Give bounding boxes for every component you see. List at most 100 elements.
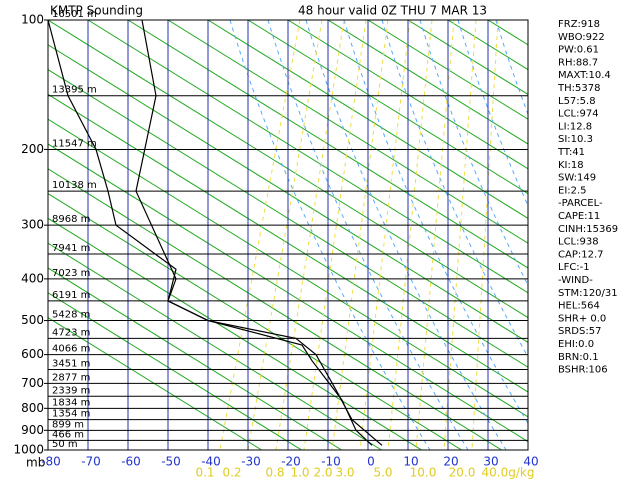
dry-adiabat [127, 20, 528, 269]
x-tick-label: -80 [41, 455, 61, 469]
index-text: SHR+ 0.0 [558, 313, 606, 324]
mixing-ratio-line [275, 20, 345, 450]
height-label: 11547 m [52, 138, 97, 149]
dry-adiabat [48, 118, 528, 418]
moist-adiabat [419, 20, 528, 287]
x-tick-label: 40 [523, 455, 538, 469]
mixing-ratio-label: 0.8 [265, 466, 284, 480]
index-text: BRN:0.1 [558, 352, 599, 363]
dry-adiabat [48, 44, 528, 343]
mixing-ratio-line [331, 20, 389, 450]
height-label: 10138 m [52, 180, 97, 191]
y-tick-label: 900 [21, 423, 44, 437]
mixing-ratio-label: 2.0 [313, 466, 332, 480]
height-label: 13395 m [52, 85, 97, 96]
y-tick-label: 600 [21, 347, 44, 361]
chart-subtitle: 48 hour valid 0Z THU 7 MAR 13 [298, 4, 487, 18]
index-text: EI:2.5 [558, 185, 587, 196]
index-text: LFC:-1 [558, 262, 590, 273]
index-text: RH:88.7 [558, 57, 598, 68]
index-text: -WIND- [558, 275, 593, 286]
index-text: HEL:564 [558, 301, 600, 312]
index-text: CAP:12.7 [558, 249, 604, 260]
index-text: LI:12.8 [558, 121, 592, 132]
moist-adiabat [343, 20, 528, 425]
mixing-ratio-label: 10.0 [410, 466, 437, 480]
index-text: STM:120/31 [558, 288, 618, 299]
height-label: 7941 m [52, 243, 90, 254]
dry-adiabat [48, 292, 303, 450]
height-label: 5428 m [52, 310, 90, 321]
dry-adiabat [48, 93, 528, 393]
index-text: FRZ:918 [558, 19, 600, 30]
moist-adiabat [381, 20, 528, 359]
mixing-ratio-label: 0.1 [195, 466, 214, 480]
x-tick-label: -10 [321, 455, 341, 469]
mixing-ratio-line [387, 20, 433, 450]
index-text: SI:10.3 [558, 134, 593, 145]
dry-adiabat [327, 20, 528, 145]
height-label: 4723 m [52, 327, 90, 338]
mixing-ratio-label: 40.0g/kg [482, 466, 535, 480]
mixing-ratio-line [247, 20, 323, 450]
index-text: -PARCEL- [558, 198, 603, 209]
index-text: BSHR:106 [558, 365, 608, 376]
height-label: 6191 m [52, 290, 90, 301]
moist-adiabat [305, 20, 507, 450]
dry-adiabat [207, 20, 528, 219]
dry-adiabat [48, 143, 528, 443]
x-tick-label: -60 [121, 455, 141, 469]
mixing-ratio-label: 0.2 [222, 466, 241, 480]
index-text: SW:149 [558, 173, 596, 184]
dry-adiabat [407, 20, 528, 95]
index-text: SRDS:57 [558, 326, 601, 337]
x-tick-label: 0 [367, 455, 375, 469]
plot-frame [47, 19, 529, 451]
mixing-ratio-line [303, 20, 367, 450]
index-text: MAXT:10.4 [558, 70, 611, 81]
dry-adiabat [48, 168, 503, 450]
dry-adiabat [48, 20, 528, 319]
y-tick-label: 100 [21, 13, 44, 27]
height-label: 1354 m [52, 409, 90, 420]
dry-adiabat [48, 242, 383, 450]
y-axis-label: mb [26, 456, 45, 470]
height-label: 16501 m [52, 9, 97, 20]
x-tick-label: 30 [483, 455, 498, 469]
mixing-ratio-label: 1.0 [290, 466, 309, 480]
mixing-ratio-label: 20.0 [449, 466, 476, 480]
index-text: L57:5.8 [558, 96, 596, 107]
y-tick-label: 1000 [13, 443, 44, 457]
height-label: 466 m [52, 429, 84, 440]
x-tick-label: -70 [81, 455, 101, 469]
x-tick-label: -50 [161, 455, 181, 469]
dry-adiabat [48, 193, 463, 450]
height-label: 7023 m [52, 268, 90, 279]
background-lines [48, 20, 528, 450]
index-text: PW:0.61 [558, 45, 599, 56]
height-label: 4066 m [52, 344, 90, 355]
index-text: EHI:0.0 [558, 339, 594, 350]
x-tick-label: -20 [281, 455, 301, 469]
x-tick-label: -40 [201, 455, 221, 469]
height-label: 1834 m [52, 397, 90, 408]
mixing-ratio-label: 3.0 [335, 466, 354, 480]
y-tick-label: 300 [21, 218, 44, 232]
x-tick-label: 10 [403, 455, 418, 469]
dry-adiabat [48, 69, 528, 368]
index-text: LCL:974 [558, 109, 599, 120]
mixing-ratio-label: 5.0 [373, 466, 392, 480]
dry-adiabat [48, 267, 343, 450]
x-tick-label: 20 [443, 455, 458, 469]
dry-adiabat [167, 20, 528, 244]
height-label: 2877 m [52, 372, 90, 383]
dry-adiabat [48, 317, 263, 450]
index-text: WBO:922 [558, 32, 605, 43]
height-label: 50 m [52, 439, 78, 450]
moist-adiabat [495, 20, 528, 116]
index-text: LCL:938 [558, 237, 599, 248]
sounding-profile [47, 19, 373, 446]
index-text: KI:18 [558, 160, 584, 171]
